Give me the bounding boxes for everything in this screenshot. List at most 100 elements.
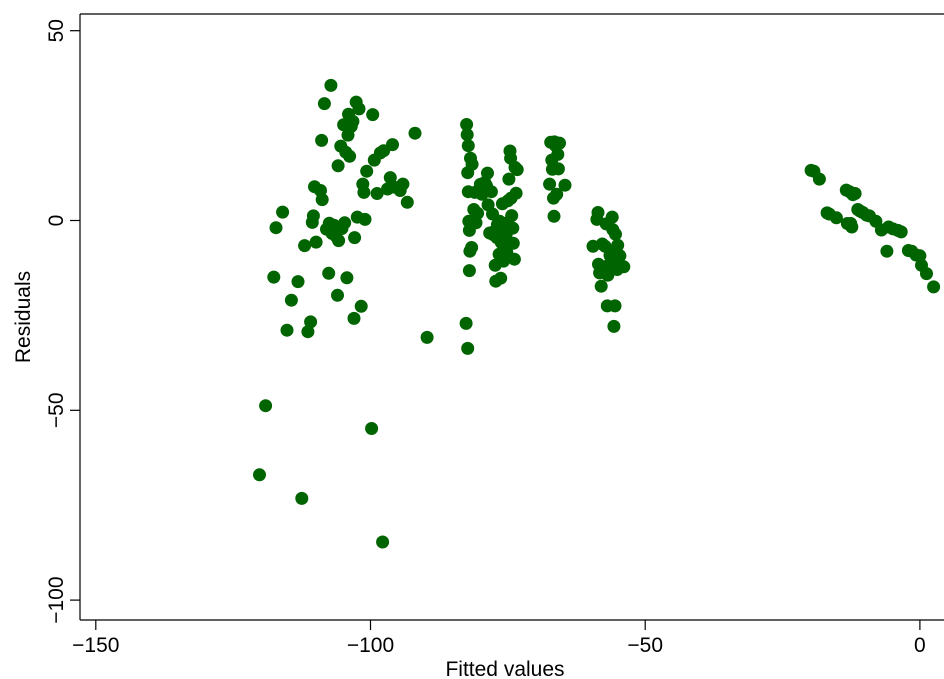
data-point [396, 177, 410, 191]
data-point [484, 185, 498, 199]
data-point [848, 187, 862, 200]
data-point [553, 136, 566, 150]
data-point [301, 325, 315, 339]
data-point [465, 241, 479, 254]
x-tick-label: −50 [627, 634, 663, 657]
data-point [613, 249, 627, 263]
data-point [295, 491, 309, 505]
data-point [332, 234, 346, 248]
data-point [502, 172, 516, 186]
data-point [309, 235, 323, 249]
data-point [276, 205, 290, 219]
x-tick-label: −100 [347, 634, 394, 657]
data-point [507, 252, 521, 266]
data-point [608, 299, 622, 313]
data-point [340, 271, 354, 285]
data-point [331, 288, 344, 302]
data-point [420, 330, 434, 344]
data-point [550, 187, 564, 201]
data-point [461, 341, 475, 355]
data-point [481, 166, 494, 180]
data-point [505, 209, 519, 223]
y-tick-label: 50 [45, 19, 68, 42]
data-point [348, 231, 362, 245]
data-point [460, 118, 474, 131]
data-point [543, 177, 557, 191]
data-point [506, 236, 520, 250]
data-point [920, 267, 933, 281]
data-point [894, 225, 908, 239]
data-point [315, 193, 329, 207]
data-point [267, 270, 281, 284]
data-point [471, 206, 485, 220]
data-point [370, 187, 384, 200]
data-point [386, 138, 399, 152]
data-point [365, 422, 379, 435]
data-point [609, 227, 622, 241]
data-point [591, 206, 605, 219]
data-point [558, 178, 572, 192]
data-point [611, 238, 625, 252]
data-point [343, 149, 357, 163]
data-point [880, 244, 894, 258]
data-point [324, 78, 338, 92]
data-point [352, 102, 366, 116]
data-point [298, 239, 312, 253]
data-point [360, 164, 374, 178]
data-point [338, 216, 352, 230]
data-point [462, 264, 476, 278]
data-point [829, 211, 843, 225]
y-tick-label: −100 [45, 576, 68, 623]
data-point [376, 535, 390, 549]
x-ticks: −150 −100 −50 0 [72, 620, 926, 657]
data-point [812, 172, 826, 186]
data-point [845, 220, 859, 234]
data-point [315, 133, 329, 147]
data-point [280, 323, 294, 337]
data-point [366, 108, 380, 122]
data-point [317, 97, 331, 111]
data-point [322, 266, 336, 280]
axes: −150 −100 −50 0 500−50−100 [45, 13, 944, 657]
data-point [408, 126, 422, 140]
data-point [461, 139, 475, 153]
data-point [253, 468, 266, 482]
x-axis-title: Fitted values [445, 658, 564, 679]
data-point [269, 221, 283, 235]
y-tick-label: 0 [45, 215, 68, 227]
data-point [358, 212, 372, 226]
data-point [460, 128, 474, 142]
data-point [459, 316, 473, 330]
x-tick-label: −150 [72, 634, 119, 657]
data-point [509, 186, 523, 200]
x-tick-label: 0 [914, 634, 926, 657]
data-point [551, 162, 565, 176]
data-point [617, 260, 631, 274]
data-point [284, 293, 298, 307]
data-point [927, 280, 941, 294]
data-point [551, 147, 565, 161]
data-point [607, 319, 621, 333]
data-point [291, 275, 305, 289]
data-point [510, 163, 524, 177]
data-point [400, 195, 414, 209]
data-points [253, 78, 941, 549]
data-point [594, 279, 608, 293]
data-point [547, 209, 561, 223]
data-point [357, 185, 371, 199]
data-point [304, 315, 318, 329]
data-point [306, 209, 320, 223]
data-point [354, 299, 368, 313]
data-point [465, 157, 479, 171]
data-point [259, 399, 273, 413]
data-point [605, 210, 619, 224]
data-point [494, 271, 508, 285]
y-axis-title: Residuals [12, 271, 35, 363]
y-ticks: 50 0 −50 −100 [45, 19, 80, 624]
data-point [347, 311, 361, 325]
data-point [506, 221, 520, 235]
y-tick-label: −50 [45, 392, 68, 428]
data-point [346, 114, 360, 128]
